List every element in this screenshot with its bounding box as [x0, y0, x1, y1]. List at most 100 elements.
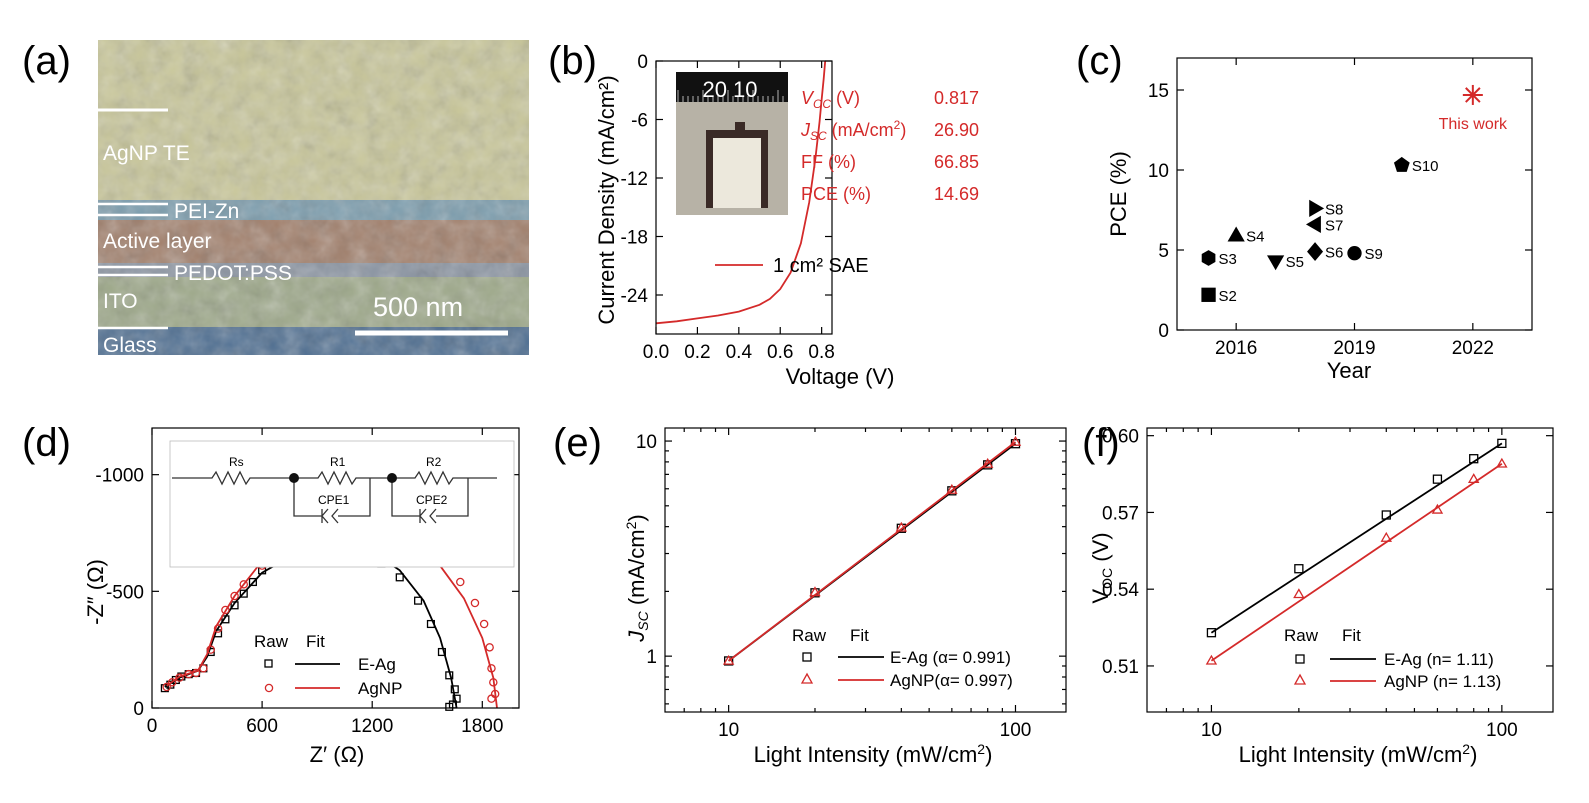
c-label-s5: S5 — [1286, 254, 1304, 271]
f-legend-eag: E-Ag (n= 1.11) — [1384, 650, 1494, 669]
d-ytick-0-label: 0 — [133, 699, 144, 720]
sem-image: AgNP TE PEI-Zn Active layer PEDOT:PSS IT… — [98, 40, 529, 357]
f-xlabel: Light Intensity (mW/cm2) — [1239, 741, 1478, 767]
panel-a: (a) AgNP TE PEI-Zn Active layer PEDOT:PS… — [22, 39, 529, 357]
panel-b: (b) 0.0 0.2 0.4 0.6 0.8 0 -6 -12 -18 -24 Current … — [548, 39, 979, 389]
f-point-eag — [1294, 564, 1304, 574]
d-point-eag — [426, 619, 435, 629]
f-legend: Raw Fit E-Ag (n= 1.11) AgNP (n= 1.13) — [1284, 626, 1501, 691]
e-point-agnp — [1009, 435, 1022, 446]
b-xtick-4-label: 0.8 — [808, 342, 834, 363]
b-ytick-2-label: -12 — [621, 169, 648, 190]
f-ytick-1-label: 0.54 — [1102, 580, 1139, 601]
plot-frame — [655, 60, 833, 335]
plot-e: 10 100 1 10 — [636, 427, 1067, 741]
f-ytick-2-label: 0.57 — [1102, 503, 1139, 524]
f-ytick-0-label: 0.51 — [1102, 657, 1139, 678]
c-point-s6 — [1307, 242, 1324, 262]
d-point-agnp — [191, 668, 201, 678]
e-ytick-1-label: 10 — [636, 432, 657, 453]
f-point-agnp — [1467, 473, 1480, 484]
d-point-agnp — [456, 577, 465, 587]
e-legend-eag: E-Ag (α= 0.991) — [890, 648, 1011, 667]
circuit-cpe1: CPE1 — [318, 493, 350, 507]
panel-e: (e) 10 100 1 10 JSC (mA/cm2) Light Intensit… — [553, 421, 1067, 767]
plot-b: 0.0 0.2 0.4 0.6 0.8 0 -6 -12 -18 -24 — [621, 52, 835, 363]
circuit-r1: R1 — [330, 455, 346, 469]
d-ylabel: -Z″ (Ω) — [83, 559, 108, 625]
f-xtick-0-label: 10 — [1201, 720, 1222, 741]
c-xtick-2-label: 2022 — [1452, 338, 1494, 359]
e-point-agnp — [895, 521, 908, 532]
b-ytick-1-label: -6 — [631, 111, 648, 132]
d-point-eag — [445, 671, 454, 680]
c-point-s8 — [1309, 199, 1325, 217]
label-glass: Glass — [103, 334, 157, 357]
f-point-eag — [1381, 510, 1391, 520]
c-label-s10: S10 — [1412, 158, 1439, 175]
e-xtick-1-label: 100 — [1000, 720, 1032, 741]
b-xtick-0-label: 0.0 — [643, 342, 669, 363]
sem-texture — [98, 40, 529, 355]
b-ytick-0-label: 0 — [637, 52, 648, 73]
e-ylabel: JSC (mA/cm2) — [623, 514, 651, 642]
param-voc-name: VOC (V) — [801, 88, 860, 111]
f-point-eag — [1432, 474, 1443, 484]
d-legend-eag: E-Ag — [358, 655, 396, 674]
c-xlabel: Year — [1327, 358, 1371, 383]
e-ytick-0-label: 1 — [646, 647, 657, 668]
b-legend-label: 1 cm² SAE — [773, 255, 869, 277]
panel-d-label: (d) — [22, 421, 71, 465]
scalebar-label: 500 nm — [373, 292, 463, 322]
c-ytick-0-label: 0 — [1158, 321, 1169, 342]
d-point-agnp — [485, 643, 494, 652]
d-xtick-1-label: 600 — [246, 716, 278, 737]
f-legend-raw: Raw — [1284, 626, 1319, 645]
b-ytick-3-label: -18 — [621, 228, 648, 249]
plot-frame — [151, 427, 520, 709]
b-xtick-2-label: 0.4 — [726, 342, 753, 363]
c-label-s9: S9 — [1365, 246, 1383, 263]
d-xtick-0-label: 0 — [147, 716, 158, 737]
f-point-agnp — [1431, 503, 1444, 514]
c-label-s4: S4 — [1246, 229, 1264, 246]
circuit-rs: Rs — [229, 455, 244, 469]
panel-e-label: (e) — [553, 421, 602, 465]
plot-d: 0 600 1200 1800 0 -500 -1000 — [95, 427, 520, 737]
c-point-s7 — [1305, 215, 1321, 233]
f-fit-agnp — [1210, 463, 1503, 662]
label-active-layer: Active layer — [103, 230, 212, 253]
d-point-agnp — [479, 619, 489, 629]
e-legend-raw: Raw — [792, 626, 827, 645]
c-label-this-work: This work — [1439, 116, 1508, 133]
e-point-agnp — [981, 457, 994, 468]
b-ytick-4-label: -24 — [621, 286, 649, 307]
d-point-agnp — [221, 605, 230, 615]
d-point-agnp — [175, 673, 184, 682]
d-point-eag — [437, 647, 446, 657]
d-point-agnp — [470, 598, 480, 608]
b-params: VOC (V) JSC (mA/cm2) FF (%) PCE (%) 0.81… — [800, 88, 979, 204]
plot-frame — [664, 427, 1067, 713]
plot-frame — [1146, 427, 1554, 713]
c-point-this-work-stroke — [1465, 87, 1481, 103]
c-label-s8: S8 — [1325, 201, 1343, 218]
panel-d: (d) 0 600 1200 1800 0 -500 -1000 -Z″ (Ω) Z′ (Ω… — [22, 421, 520, 767]
d-ytick-2-label: -1000 — [95, 466, 144, 487]
c-xtick-0-label: 2016 — [1215, 338, 1257, 359]
c-ytick-3-label: 15 — [1148, 81, 1169, 102]
e-xtick-0-label: 10 — [718, 720, 739, 741]
label-agnp-te: AgNP TE — [103, 142, 190, 165]
c-label-s2: S2 — [1219, 288, 1237, 305]
c-point-s3 — [1201, 250, 1216, 266]
d-point-agnp — [206, 645, 215, 654]
e-point-eag — [983, 460, 993, 470]
d-legend: Raw Fit E-Ag AgNP — [254, 632, 402, 698]
e-legend: Raw Fit E-Ag (α= 0.991) AgNP(α= 0.997) — [792, 626, 1013, 690]
d-point-eag — [445, 702, 454, 711]
d-xtick-3-label: 1800 — [461, 716, 503, 737]
f-point-agnp — [1380, 531, 1393, 542]
f-point-eag — [1469, 454, 1479, 464]
d-point-agnp — [162, 682, 171, 692]
